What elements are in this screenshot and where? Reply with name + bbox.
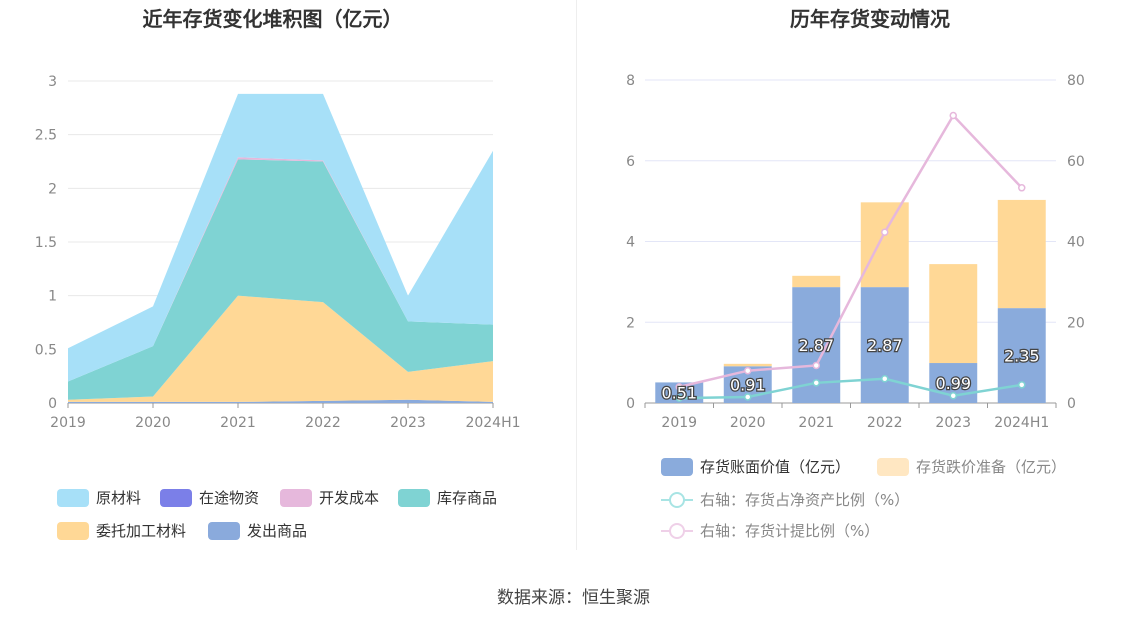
- y-tick-label: 0: [626, 396, 635, 412]
- legend-item-provision-ratio[interactable]: 右轴：存货计提比例（%）: [661, 520, 879, 541]
- bar-data-label: 0.99: [935, 374, 971, 393]
- line-point: [1018, 184, 1026, 192]
- line-point: [949, 111, 957, 120]
- legend-swatch: [208, 521, 240, 540]
- line-point: [744, 393, 752, 401]
- legend-swatch: [280, 488, 312, 507]
- x-tick-label: 2019: [50, 415, 86, 431]
- area-series: [68, 295, 493, 402]
- legend-line-swatch: [661, 491, 693, 509]
- bar-impairment: [929, 264, 978, 364]
- line-point: [675, 383, 683, 391]
- legend-item-shipped[interactable]: 发出商品: [208, 520, 307, 541]
- data-source: 数据来源：恒生聚源: [497, 588, 650, 608]
- bar-impairment: [723, 363, 772, 367]
- legend-item-in-transit[interactable]: 在途物资: [160, 487, 259, 508]
- x-tick-label: 2020: [135, 415, 171, 431]
- right-chart-title: 历年存货变动情况: [790, 7, 950, 31]
- y2-tick-label: 80: [1067, 73, 1085, 89]
- legend-item-raw-material[interactable]: 原材料: [57, 487, 141, 508]
- y2-tick-label: 0: [1067, 396, 1076, 412]
- line-point: [949, 391, 957, 400]
- legend-swatch: [160, 488, 192, 507]
- left-area-chart: 0 0.5 1 1.5 2 2.5 3 2019 2020 2021 2022 2023 2024H1: [35, 74, 521, 431]
- area-series: [68, 399, 493, 403]
- left-chart-title: 近年存货变化堆积图（亿元）: [142, 7, 403, 31]
- legend-swatch: [877, 457, 909, 476]
- y-tick-label: 2: [48, 181, 57, 197]
- x-tick-label: 2022: [305, 415, 341, 431]
- legend-label: 原材料: [96, 489, 142, 507]
- x-tick-label: 2024H1: [465, 415, 520, 431]
- x-tick-label: 2023: [935, 415, 971, 431]
- panel-divider: [576, 0, 577, 550]
- line-point: [1018, 381, 1026, 389]
- y2-tick-label: 60: [1067, 154, 1085, 170]
- legend-swatch: [57, 521, 89, 540]
- legend-label: 库存商品: [437, 489, 498, 507]
- line-point: [812, 361, 820, 370]
- legend-label: 开发成本: [319, 489, 380, 507]
- bar-data-label: 2.87: [867, 336, 903, 355]
- bar-data-label: 2.87: [798, 336, 834, 355]
- line-point: [812, 379, 820, 387]
- area-series: [68, 159, 493, 400]
- legend-item-net-assets-ratio[interactable]: 右轴：存货占净资产比例（%）: [661, 489, 909, 510]
- y2-tick-label: 20: [1067, 315, 1085, 331]
- legend-label: 发出商品: [247, 522, 308, 540]
- legend-item-impairment[interactable]: 存货跌价准备（亿元）: [877, 456, 1066, 477]
- legend-line-swatch: [661, 522, 693, 540]
- legend-swatch: [57, 488, 89, 507]
- legend-label: 存货跌价准备（亿元）: [916, 458, 1067, 476]
- bar-data-label: 0.51: [661, 384, 697, 403]
- line-point: [881, 375, 889, 383]
- right-bar-line-chart: 0 0 2 20 4 40 6 60 8 80 2019 2020 2021 2022 2023 2024H1…: [626, 73, 1085, 431]
- x-tick-label: 2023: [390, 415, 426, 431]
- y-tick-label: 6: [626, 154, 635, 170]
- y-tick-label: 2.5: [35, 128, 57, 144]
- legend-item-consigned[interactable]: 委托加工材料: [57, 520, 186, 541]
- y-tick-label: 0: [48, 396, 57, 412]
- legend-label: 委托加工材料: [96, 522, 187, 540]
- legend-item-dev-cost[interactable]: 开发成本: [280, 487, 379, 508]
- y-tick-label: 2: [626, 315, 635, 331]
- x-tick-label: 2021: [220, 415, 256, 431]
- y2-tick-label: 40: [1067, 235, 1085, 251]
- bar-data-label: 0.91: [730, 376, 766, 395]
- y-tick-label: 3: [48, 74, 57, 90]
- y-tick-label: 1.5: [35, 235, 57, 251]
- line-point: [744, 366, 752, 375]
- x-tick-label: 2020: [730, 415, 766, 431]
- y-tick-label: 1: [48, 289, 57, 305]
- bar-impairment: [792, 275, 841, 288]
- line-series: [679, 377, 1022, 400]
- bar-impairment: [860, 202, 909, 288]
- legend-label: 存货账面价值（亿元）: [700, 458, 851, 476]
- x-tick-label: 2021: [798, 415, 834, 431]
- legend-swatch: [398, 488, 430, 507]
- legend-label: 在途物资: [199, 489, 260, 507]
- y-tick-label: 8: [626, 73, 635, 89]
- legend-item-book-value[interactable]: 存货账面价值（亿元）: [661, 456, 850, 477]
- area-series: [68, 93, 493, 382]
- legend-item-stock-goods[interactable]: 库存商品: [398, 487, 497, 508]
- y-tick-label: 4: [626, 235, 635, 251]
- line-series: [678, 113, 1023, 389]
- bar-impairment: [997, 199, 1046, 309]
- line-point: [881, 228, 889, 236]
- x-tick-label: 2019: [661, 415, 697, 431]
- bar-data-label: 2.35: [1004, 347, 1040, 366]
- legend-label: 右轴：存货计提比例（%）: [700, 522, 880, 540]
- y-tick-label: 0.5: [35, 342, 57, 358]
- x-tick-label: 2022: [867, 415, 903, 431]
- legend-swatch: [661, 457, 693, 476]
- line-point: [675, 394, 683, 402]
- legend-label: 右轴：存货占净资产比例（%）: [700, 491, 910, 509]
- x-tick-label: 2024H1: [994, 415, 1049, 431]
